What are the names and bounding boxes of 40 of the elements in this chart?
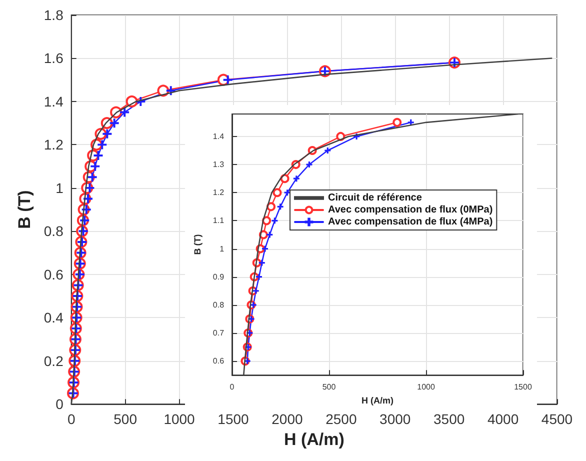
- y-tick-label: 0.2: [44, 352, 64, 369]
- y-tick-label: 0.6: [212, 356, 225, 366]
- y-tick-label: 1: [220, 244, 225, 254]
- y-tick-label: 0.7: [212, 328, 225, 338]
- y-tick-label: 1.1: [212, 216, 225, 226]
- y-tick-label: 0.8: [212, 300, 225, 310]
- x-tick-label: 1500: [218, 411, 250, 428]
- x-tick-label: 0: [230, 382, 235, 392]
- x-axis-title: H (A/m): [362, 396, 394, 406]
- legend-label: Circuit de référence: [328, 192, 422, 204]
- x-tick-label: 1000: [417, 382, 436, 392]
- x-tick-label: 4500: [541, 411, 573, 428]
- x-tick-label: 2500: [326, 411, 357, 428]
- y-tick-label: 1.4: [212, 132, 225, 141]
- y-tick-label: 0.9: [212, 272, 225, 282]
- x-tick-label: 1500: [514, 382, 532, 392]
- y-tick-label: 1: [56, 180, 64, 196]
- y-tick-label: 0.4: [44, 310, 64, 326]
- x-tick-label: 4000: [487, 411, 519, 428]
- x-tick-label: 0: [67, 411, 76, 428]
- y-axis-title: B (T): [15, 190, 34, 229]
- x-tick-label: 500: [114, 411, 138, 428]
- legend-label: Avec compensation de flux (4MPa): [328, 216, 493, 228]
- y-axis-title: B (T): [192, 234, 202, 255]
- legend-label: Avec compensation de flux (0MPa): [328, 204, 493, 216]
- x-tick-label: 500: [322, 382, 336, 392]
- x-tick-label: 3000: [380, 411, 411, 428]
- y-tick-label: 1.3: [212, 160, 225, 170]
- x-tick-label: 3500: [434, 411, 465, 428]
- y-tick-label: 1.6: [44, 50, 64, 66]
- y-tick-label: 1.4: [44, 93, 64, 110]
- y-tick-label: 0.6: [44, 266, 64, 282]
- y-tick-label: 1.2: [44, 136, 64, 153]
- x-tick-label: 2000: [272, 411, 303, 428]
- y-tick-label: 0.8: [44, 223, 64, 240]
- y-tick-label: 1.2: [212, 188, 225, 198]
- x-axis-title: H (A/m): [284, 430, 344, 449]
- y-tick-label: 1.8: [44, 7, 64, 23]
- y-tick-label: 0: [56, 396, 64, 412]
- x-tick-label: 1000: [164, 411, 196, 428]
